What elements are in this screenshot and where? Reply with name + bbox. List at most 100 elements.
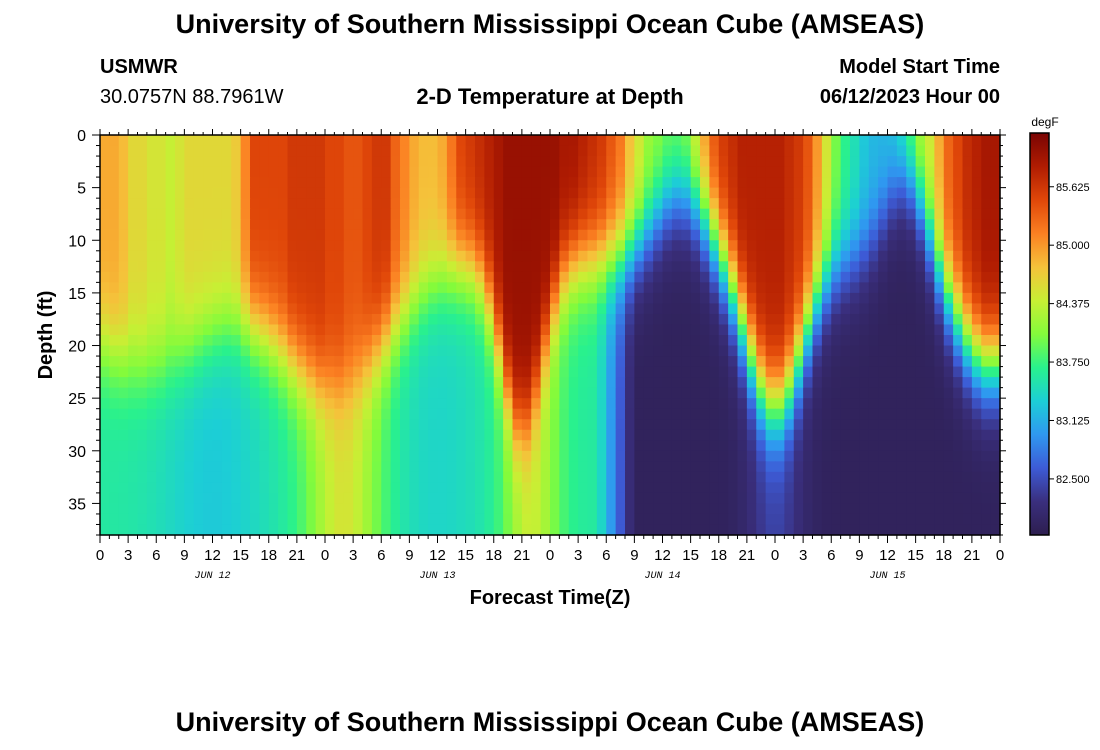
heatmap-cell [446,524,457,536]
heatmap-cell [137,503,148,515]
heatmap-cell [953,229,964,241]
heatmap-cell [821,408,832,420]
heatmap-cell [212,366,223,378]
heatmap-cell [831,450,842,462]
heatmap-cell [765,482,776,494]
heatmap-cell [212,282,223,294]
heatmap-cell [896,145,907,157]
heatmap-cell [100,408,110,420]
heatmap-cell [859,187,870,199]
heatmap-cell [381,440,392,452]
heatmap-cell [765,219,776,231]
heatmap-cell [756,198,767,210]
heatmap-cell [165,440,176,452]
heatmap-cell [212,240,223,252]
heatmap-cell [925,524,935,536]
heatmap-cell [212,419,223,431]
heatmap-cell [231,145,242,157]
heatmap-cell [203,345,214,357]
heatmap-cell [906,240,917,252]
heatmap-cell [503,345,514,357]
heatmap-cell [296,145,307,157]
heatmap-cell [175,419,185,431]
heatmap-cell [550,303,560,315]
heatmap-cell [343,440,354,452]
heatmap-cell [540,482,551,494]
heatmap-cell [540,303,551,315]
heatmap-cell [493,524,504,536]
heatmap-cell [812,303,823,315]
heatmap-cell [146,503,157,515]
heatmap-cell [606,492,617,505]
heatmap-cell [859,303,870,315]
heatmap-cell [381,366,392,378]
heatmap-cell [662,356,673,368]
heatmap-cell [943,366,954,378]
heatmap-cell [418,513,429,526]
heatmap-cell [803,356,814,368]
heatmap-cell [840,250,851,262]
heatmap-cell [156,229,167,241]
heatmap-cell [296,313,307,326]
heatmap-cell [343,429,354,441]
heatmap-cell [287,250,298,262]
heatmap-cell [887,219,898,231]
heatmap-cell [259,335,270,347]
heatmap-cell [643,440,654,452]
heatmap-cell [690,356,701,368]
heatmap-cell [371,250,382,262]
heatmap-cell [700,366,710,378]
heatmap-cell [840,335,851,347]
heatmap-cell [634,356,645,368]
heatmap-cell [887,429,898,441]
heatmap-cell [540,208,551,220]
heatmap-cell [925,198,935,210]
heatmap-cell [343,335,354,347]
heatmap-cell [559,282,570,294]
heatmap-cell [728,156,739,168]
heatmap-cell [765,324,776,336]
heatmap-cell [634,503,645,515]
heatmap-cell [906,208,917,220]
heatmap-cell [821,208,832,220]
heatmap-cell [371,513,382,526]
heatmap-cell [709,187,720,199]
heatmap-cell [240,240,251,252]
heatmap-cell [428,366,439,378]
heatmap-cell [868,208,879,220]
heatmap-cell [850,282,860,294]
heatmap-cell [221,145,232,157]
heatmap-cell [737,503,748,515]
heatmap-cell [700,408,710,420]
heatmap-cell [793,271,804,283]
heatmap-cell [315,250,326,262]
heatmap-cell [484,198,495,210]
heatmap-cell [746,229,757,241]
heatmap-cell [156,377,167,389]
heatmap-cell [118,398,129,410]
heatmap-cell [700,492,710,505]
heatmap-cell [850,313,860,326]
heatmap-cell [409,408,420,420]
x-tick-label: 9 [630,547,638,564]
heatmap-cell [353,324,364,336]
heatmap-cell [690,440,701,452]
heatmap-cell [446,429,457,441]
heatmap-cell [400,335,410,347]
heatmap-cell [512,419,523,431]
heatmap-cell [578,513,589,526]
heatmap-cell [231,166,242,178]
heatmap-cell [109,524,120,536]
heatmap-cell [953,166,964,178]
heatmap-cell [362,398,373,410]
heatmap-cell [896,377,907,389]
heatmap-cell [690,419,701,431]
heatmap-cell [934,450,945,462]
heatmap-cell [400,503,410,515]
heatmap-cell [343,345,354,357]
heatmap-cell [146,282,157,294]
heatmap-cell [840,219,851,231]
heatmap-cell [306,503,317,515]
heatmap-cell [915,229,926,241]
heatmap-cell [268,135,279,147]
